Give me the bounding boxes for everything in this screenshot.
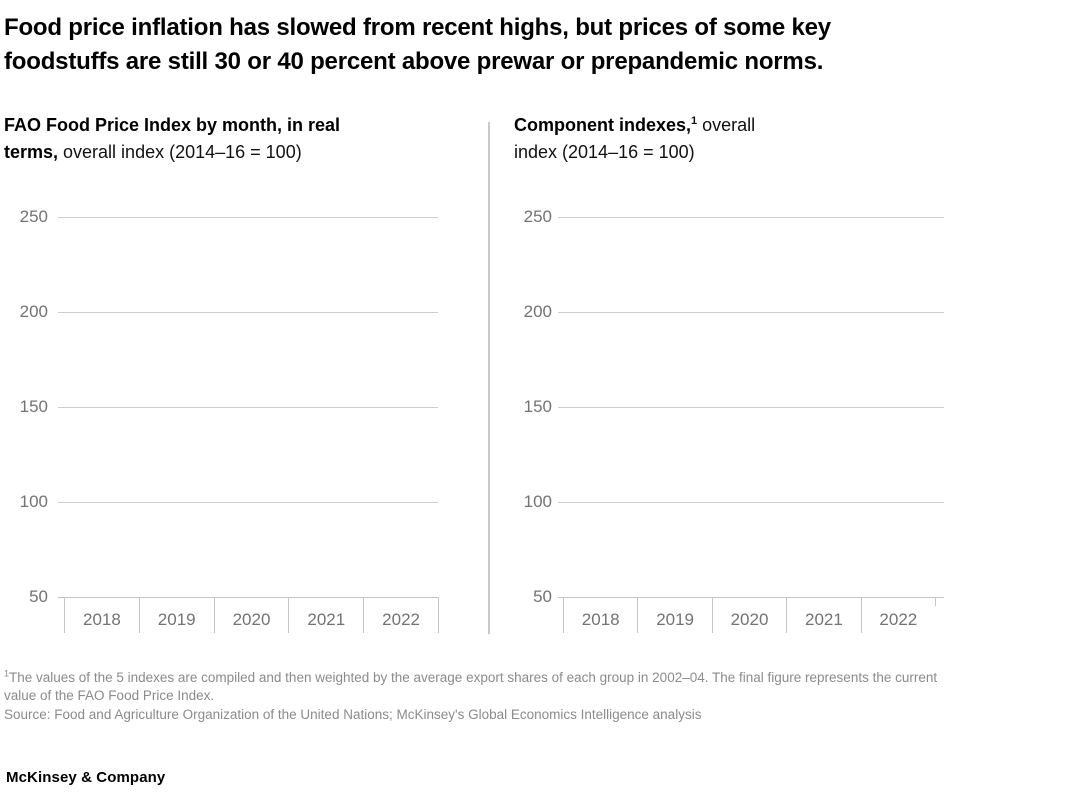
- title-line-1: Food price inflation has slowed from rec…: [4, 14, 831, 41]
- title-line-2: foodstuffs are still 30 or 40 percent ab…: [4, 48, 824, 75]
- left-heading-bold-1: FAO Food Price Index by month, in real: [4, 115, 341, 135]
- y-axis-tick-label: 200: [523, 302, 552, 321]
- right-chart-heading: Component indexes,1 overall index (2014–…: [514, 112, 854, 166]
- fao-food-price-index-chart: 250 200 150 100 50 2018 2019 2020 2021 2022: [6, 207, 440, 643]
- y-axis-tick-label: 200: [19, 302, 48, 321]
- x-axis-year-label: 2018: [563, 597, 637, 633]
- y-axis-tick-label: 150: [19, 397, 48, 416]
- source-line: Source: Food and Agriculture Organizatio…: [4, 707, 702, 722]
- footnote: 1The values of the 5 indexes are compile…: [4, 669, 1060, 705]
- x-axis-year-cells: 2018 2019 2020 2021 2022: [563, 597, 935, 633]
- y-axis-tick-label: 250: [523, 207, 552, 226]
- gridline: [558, 217, 944, 218]
- y-axis-tick-label: 150: [523, 397, 552, 416]
- left-heading-regular: overall index (2014–16 = 100): [58, 142, 302, 162]
- x-axis-year-label: 2020: [213, 597, 289, 633]
- mckinsey-logo: McKinsey & Company: [6, 769, 166, 786]
- x-axis-year-label: 2019: [637, 597, 711, 633]
- y-axis-tick-label: 50: [29, 587, 48, 606]
- x-axis-year-label: 2020: [711, 597, 786, 633]
- x-axis-baseline: [558, 597, 944, 598]
- exhibit-title: Food price inflation has slowed from rec…: [4, 11, 1034, 79]
- right-heading-regular-2: index (2014–16 = 100): [514, 142, 695, 162]
- x-axis-year-label: 2019: [138, 597, 214, 633]
- x-axis-year-label: 2022: [363, 597, 438, 633]
- x-axis-end-tick: [438, 597, 439, 633]
- x-axis-year-label: 2022: [860, 597, 935, 633]
- panel-divider: [488, 122, 490, 634]
- right-heading-regular-1: overall: [697, 115, 756, 135]
- y-axis-tick-label: 100: [523, 492, 552, 511]
- y-axis-tick-label: 50: [533, 587, 552, 606]
- x-axis-end-tick: [935, 597, 936, 606]
- right-heading-bold: Component indexes,: [514, 115, 692, 135]
- x-axis-baseline: [58, 597, 438, 598]
- gridline: [558, 502, 944, 503]
- footnote-line-2: value of the FAO Food Price Index.: [4, 688, 215, 703]
- x-axis-year-label: 2021: [786, 597, 860, 633]
- footnote-marker-superscript: 1: [691, 115, 698, 127]
- left-heading-bold-2: terms,: [4, 142, 59, 162]
- y-axis-tick-label: 100: [19, 492, 48, 511]
- gridline: [58, 407, 438, 408]
- x-axis-year-label: 2018: [64, 597, 139, 633]
- gridline: [58, 217, 438, 218]
- gridline: [558, 407, 944, 408]
- component-indexes-chart: 250 200 150 100 50 2018 2019 2020 2021 2022: [510, 207, 950, 643]
- gridline: [558, 312, 944, 313]
- left-chart-heading: FAO Food Price Index by month, in real t…: [4, 112, 474, 166]
- gridline: [58, 502, 438, 503]
- x-axis-year-label: 2021: [288, 597, 363, 633]
- gridline: [58, 312, 438, 313]
- footnote-line-1: The values of the 5 indexes are compiled…: [9, 670, 938, 685]
- footnote-superscript: 1: [4, 668, 10, 679]
- y-axis-tick-label: 250: [19, 207, 48, 226]
- x-axis-year-cells: 2018 2019 2020 2021 2022: [64, 597, 438, 633]
